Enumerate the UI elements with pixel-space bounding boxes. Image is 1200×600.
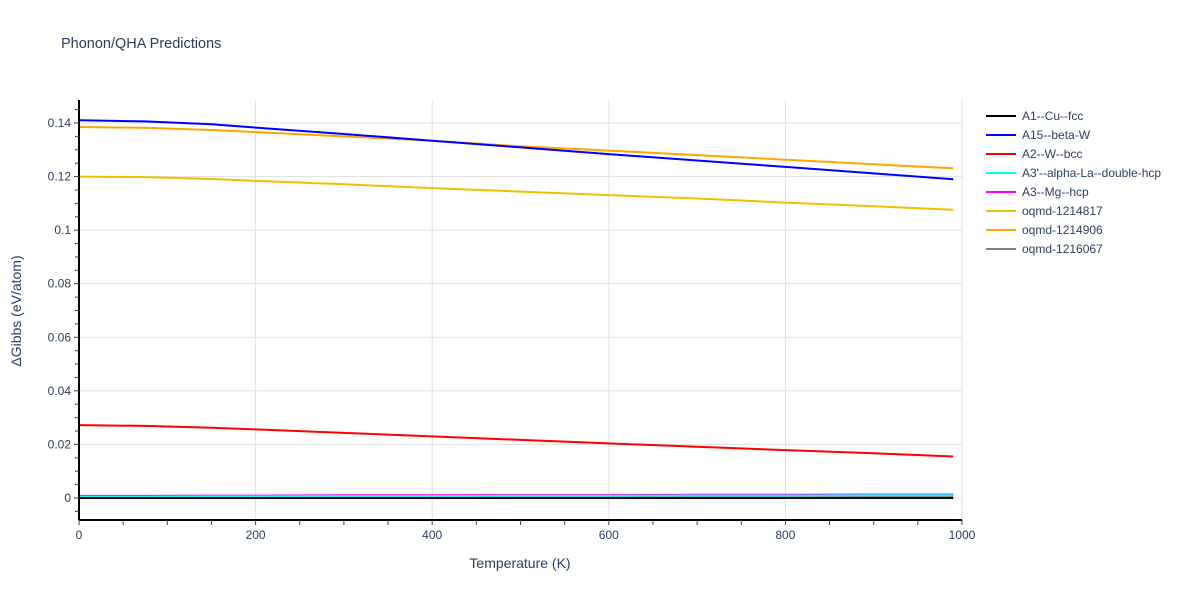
legend-label: oqmd-1214817 <box>1022 203 1103 218</box>
legend-item[interactable]: A3'--alpha-La--double-hcp <box>986 163 1161 182</box>
legend-swatch-icon <box>986 209 1016 212</box>
x-tick-label: 600 <box>599 528 619 542</box>
legend-swatch-icon <box>986 171 1016 174</box>
series-line-oqmd-1214817[interactable] <box>78 175 954 211</box>
y-tick-label: 0.1 <box>54 223 71 237</box>
legend-item[interactable]: oqmd-1216067 <box>986 239 1161 258</box>
legend: A1--Cu--fcc A15--beta-W A2--W--bcc A3'--alp… <box>986 106 1161 258</box>
legend-label: A3--Mg--hcp <box>1022 184 1089 199</box>
series-line-a3-alpha-la-double-hcp[interactable] <box>79 494 954 498</box>
legend-swatch-icon <box>986 247 1016 250</box>
y-tick-label: 0.14 <box>48 116 72 130</box>
legend-swatch-icon <box>986 133 1016 136</box>
legend-item[interactable]: A2--W--bcc <box>986 144 1161 163</box>
legend-label: A2--W--bcc <box>1022 146 1083 161</box>
legend-item[interactable]: oqmd-1214906 <box>986 220 1161 239</box>
x-axis-title: Temperature (K) <box>469 555 570 571</box>
y-tick-label: 0.12 <box>48 170 72 184</box>
legend-item[interactable]: oqmd-1214817 <box>986 201 1161 220</box>
legend-label: A3'--alpha-La--double-hcp <box>1022 165 1162 180</box>
y-tick-label: 0 <box>64 491 71 505</box>
legend-item[interactable]: A1--Cu--fcc <box>986 106 1161 125</box>
legend-swatch-icon <box>986 114 1016 117</box>
axes: 0 0.02 0.04 0.06 0.08 0.1 0.12 0.14 0 200 400 600 80… <box>48 100 976 542</box>
y-tick-label: 0.02 <box>48 437 72 451</box>
series-line-a2-w-bcc[interactable] <box>78 424 954 458</box>
series-lines <box>78 119 954 499</box>
x-tick-label: 200 <box>246 528 266 542</box>
legend-swatch-icon <box>986 228 1016 231</box>
x-tick-label: 800 <box>775 528 795 542</box>
legend-item[interactable]: A3--Mg--hcp <box>986 182 1161 201</box>
legend-label: A1--Cu--fcc <box>1022 108 1084 123</box>
y-axis-title: ΔGibbs (eV/atom) <box>8 255 24 366</box>
legend-label: oqmd-1216067 <box>1022 241 1103 256</box>
y-tick-label: 0.04 <box>48 384 72 398</box>
chart-title: Phonon/QHA Predictions <box>61 36 222 52</box>
legend-swatch-icon <box>986 152 1016 155</box>
legend-label: oqmd-1214906 <box>1022 222 1103 237</box>
y-tick-label: 0.06 <box>48 330 72 344</box>
x-tick-label: 400 <box>422 528 442 542</box>
series-line-a15-beta-w[interactable] <box>78 119 954 181</box>
legend-item[interactable]: A15--beta-W <box>986 125 1161 144</box>
y-tick-label: 0.08 <box>48 277 72 291</box>
x-tick-label: 0 <box>76 528 83 542</box>
legend-label: A15--beta-W <box>1022 127 1091 142</box>
x-tick-label: 1000 <box>949 528 976 542</box>
legend-swatch-icon <box>986 190 1016 193</box>
